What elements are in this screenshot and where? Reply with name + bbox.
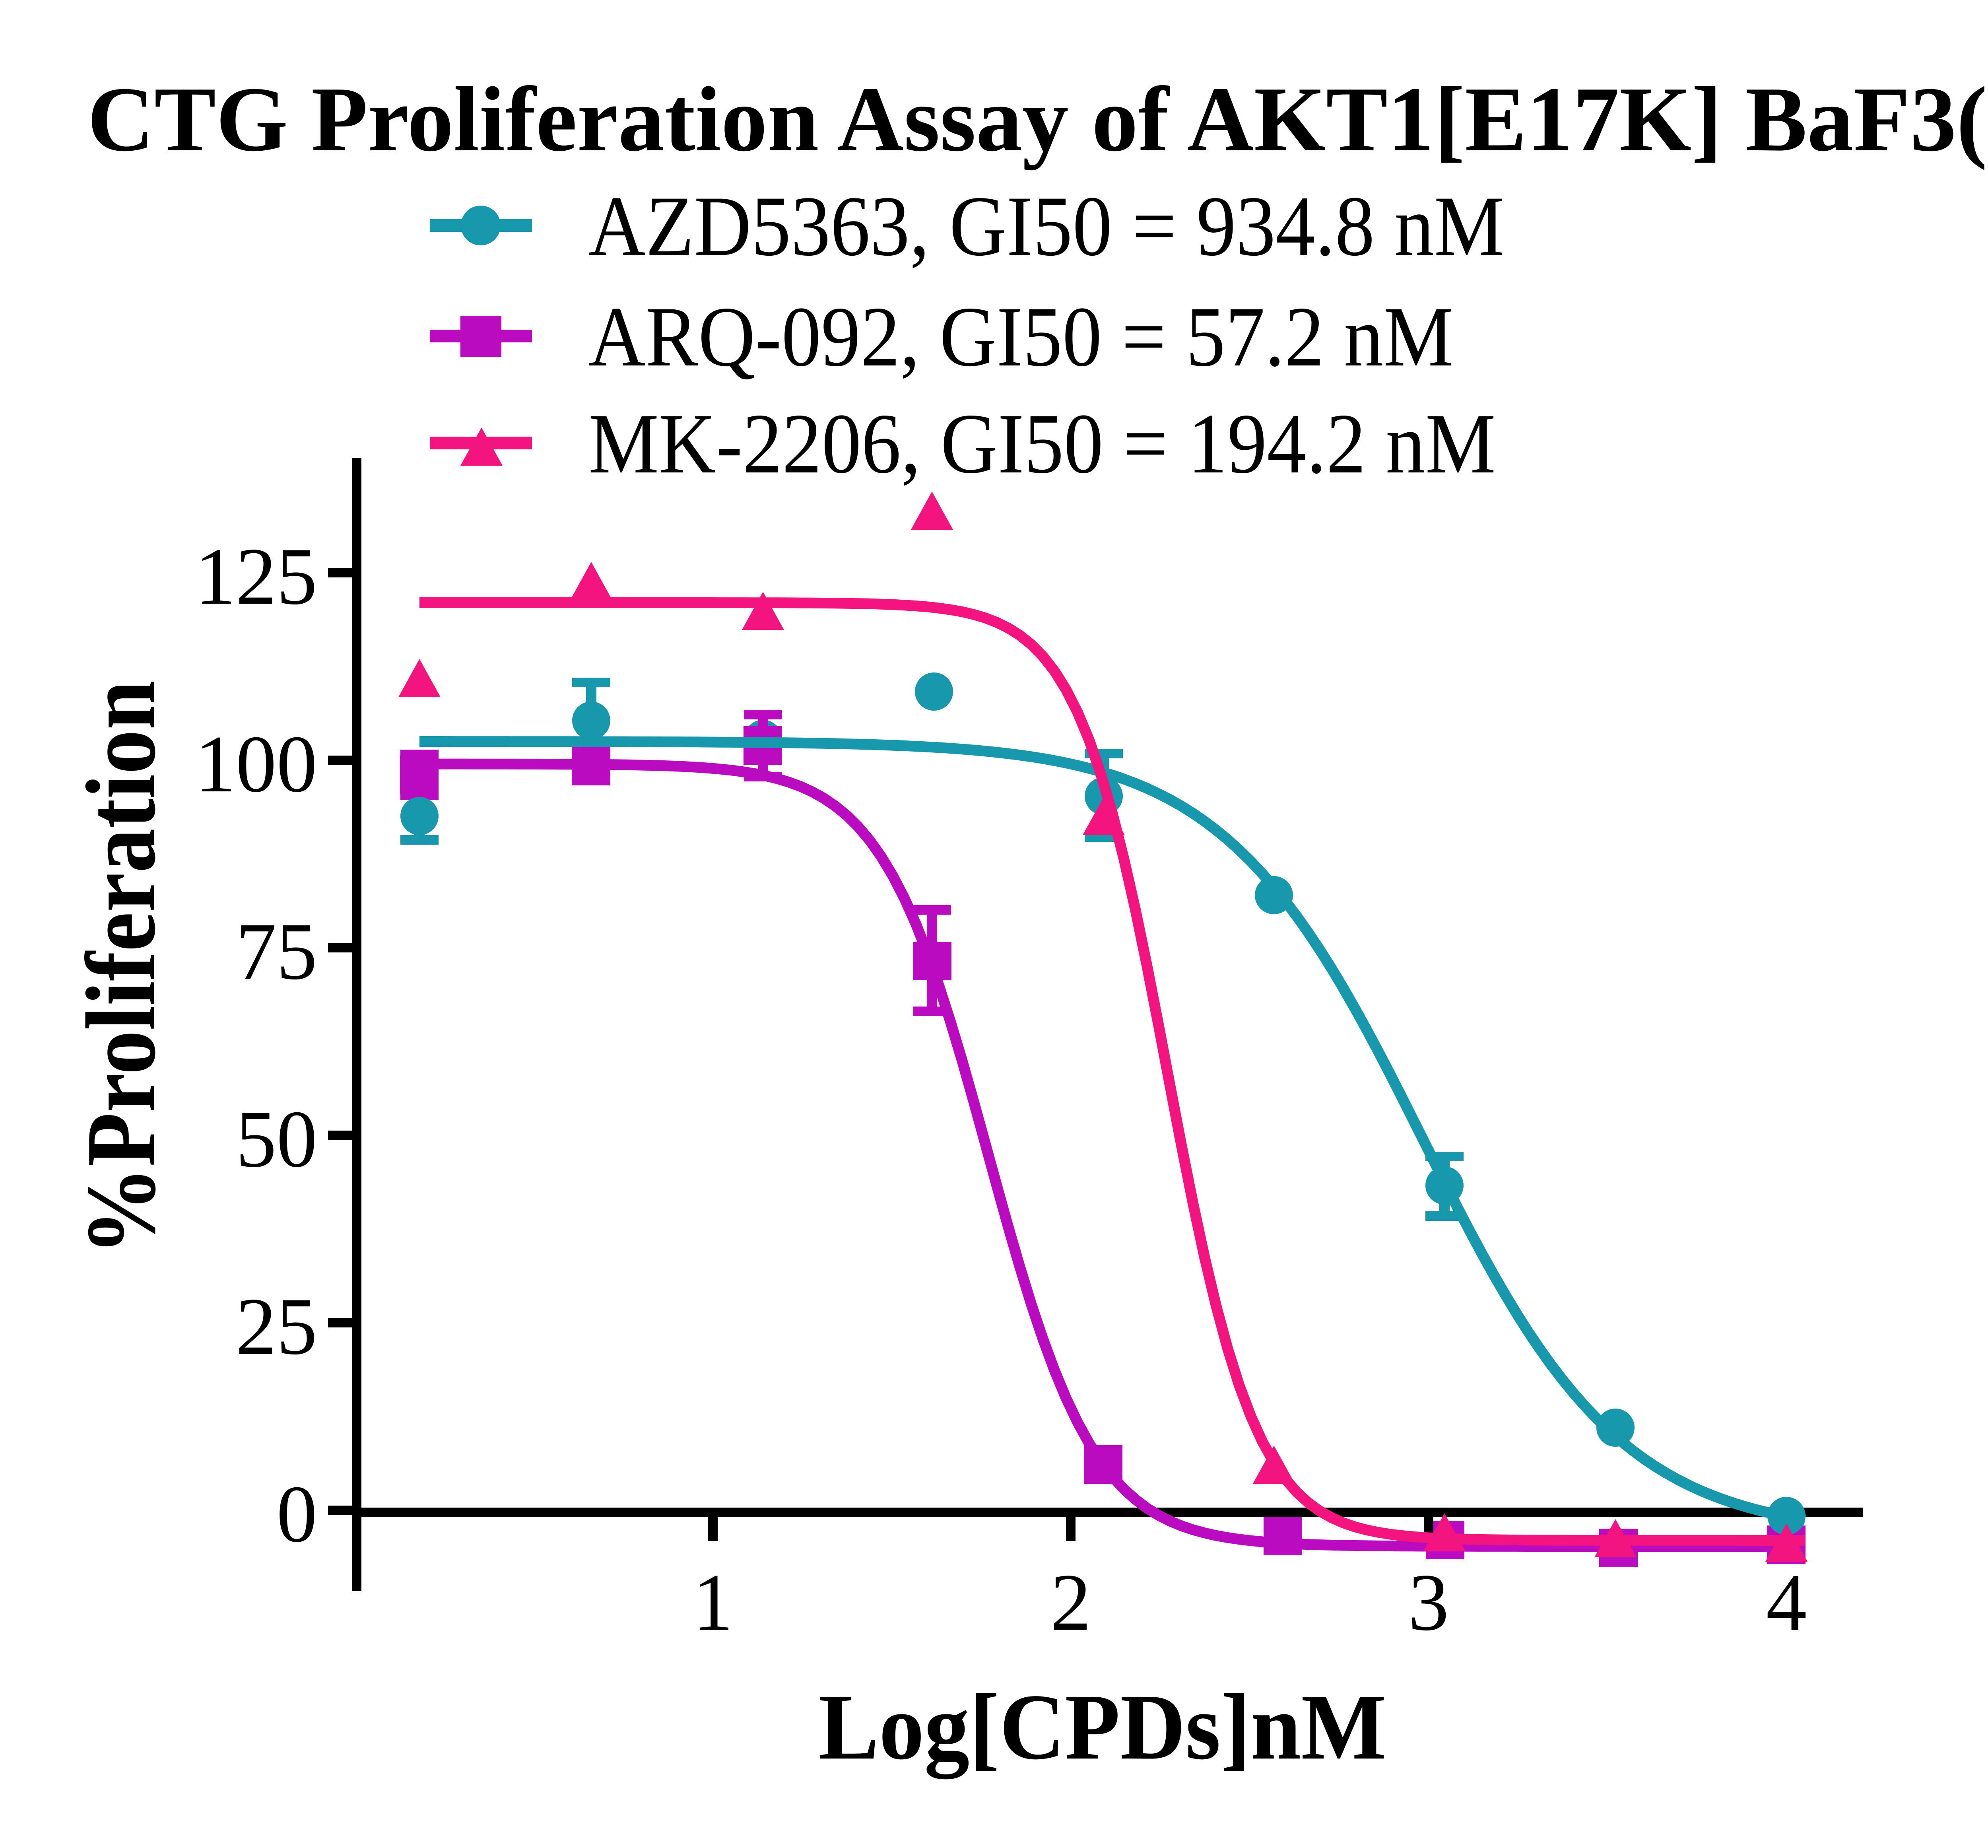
svg-text:25: 25 xyxy=(236,1281,317,1372)
svg-text:50: 50 xyxy=(236,1094,317,1184)
svg-text:125: 125 xyxy=(195,531,318,622)
svg-text:1: 1 xyxy=(693,1557,734,1648)
svg-text:CTG Proliferation Assay of AKT: CTG Proliferation Assay of AKT1[E17K] Ba… xyxy=(87,68,1988,171)
svg-text:100: 100 xyxy=(195,719,318,809)
svg-text:ARQ-092, GI50 = 57.2 nM: ARQ-092, GI50 = 57.2 nM xyxy=(588,289,1454,384)
svg-text:2: 2 xyxy=(1050,1557,1091,1648)
svg-text:3: 3 xyxy=(1408,1557,1449,1648)
svg-text:4: 4 xyxy=(1766,1557,1807,1648)
svg-text:%Proliferation: %Proliferation xyxy=(66,680,176,1255)
svg-text:0: 0 xyxy=(277,1469,318,1559)
svg-text:75: 75 xyxy=(236,906,317,997)
svg-text:Log[CPDs]nM: Log[CPDs]nM xyxy=(819,1675,1386,1779)
svg-text:AZD5363, GI50 = 934.8 nM: AZD5363, GI50 = 934.8 nM xyxy=(588,179,1505,274)
svg-text:MK-2206, GI50 = 194.2 nM: MK-2206, GI50 = 194.2 nM xyxy=(588,396,1496,491)
